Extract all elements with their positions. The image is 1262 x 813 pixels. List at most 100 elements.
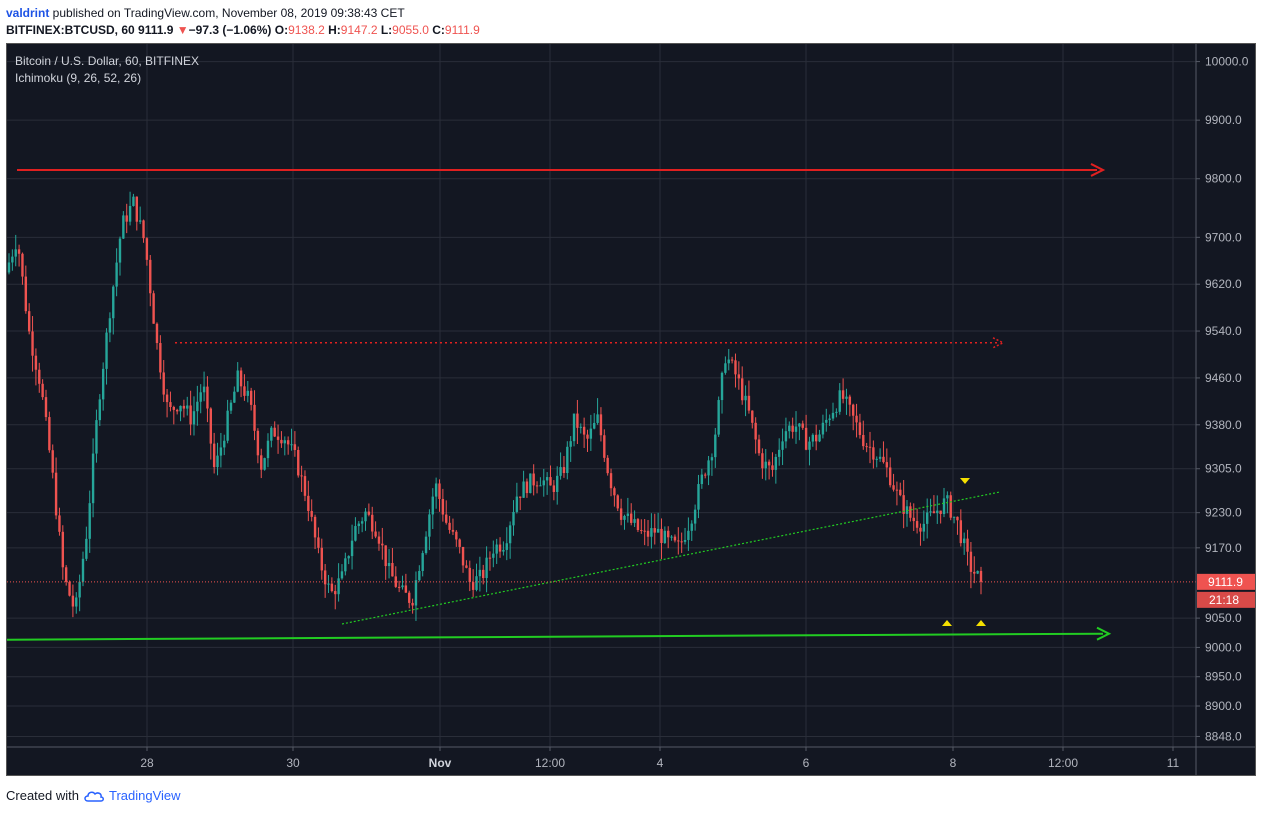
- candle-body: [364, 511, 367, 522]
- candle-body: [586, 434, 589, 439]
- candle-body: [542, 480, 545, 486]
- grid: [7, 44, 1196, 747]
- candle-body: [482, 569, 485, 579]
- candle-body: [192, 411, 196, 425]
- candle-body: [367, 511, 371, 515]
- candle-body: [169, 402, 172, 407]
- y-tick-label: 8900.0: [1205, 699, 1242, 713]
- close-value: 9111.9: [444, 23, 480, 37]
- candle-body: [915, 521, 919, 528]
- candle-body: [609, 473, 613, 489]
- tradingview-brand[interactable]: TradingView: [108, 788, 181, 803]
- candle-body: [667, 530, 670, 538]
- candle-body: [492, 553, 495, 558]
- candle-body: [138, 220, 142, 222]
- candle-body: [925, 512, 929, 524]
- candle-body: [58, 515, 61, 532]
- x-tick-label: 11: [1167, 756, 1180, 770]
- high-value: 9147.2: [340, 23, 378, 37]
- candle-body: [912, 517, 915, 522]
- candle-body: [697, 484, 700, 510]
- candle-body: [714, 434, 717, 458]
- candle-body: [929, 511, 932, 513]
- change-down-icon: ▼: [176, 23, 189, 37]
- candle-body: [778, 449, 781, 457]
- candle-body: [525, 481, 529, 494]
- up-triangle-icon: [942, 620, 952, 626]
- support-arrow-icon: [1096, 626, 1112, 641]
- last-price-tag: [1197, 573, 1255, 590]
- candle-body: [741, 378, 744, 401]
- candle-body: [485, 557, 488, 579]
- candle-body: [798, 423, 801, 427]
- candle-body: [814, 434, 818, 442]
- candle-body: [643, 530, 646, 532]
- candle-body: [872, 447, 875, 460]
- candle-body: [818, 434, 821, 442]
- candle-body: [108, 318, 112, 333]
- candle-body: [841, 390, 845, 399]
- tradingview-cloud-icon: [84, 791, 104, 802]
- last-price-label: 9111.9: [1208, 575, 1243, 589]
- candle-body: [593, 422, 596, 429]
- candle-body: [448, 522, 451, 530]
- candle-body: [377, 536, 381, 544]
- candle-body: [317, 537, 320, 548]
- candle-body: [179, 405, 182, 412]
- candle-body: [784, 431, 788, 442]
- candle-body: [273, 427, 276, 437]
- candle-body: [909, 506, 912, 518]
- y-tick-label: 9800.0: [1205, 172, 1242, 186]
- candle-body: [862, 434, 865, 447]
- y-tick-label: 10000.0: [1205, 55, 1249, 69]
- chart-canvas[interactable]: 10000.0 9900.0 9800.0 9700.0 9620.0 9540.0 946…: [7, 44, 1255, 775]
- time-axis[interactable]: 28 30 Nov 12:00 4 6 8 12:00 11: [140, 747, 1180, 770]
- candle-body: [263, 458, 266, 470]
- publish-text: published on TradingView.com, November 0…: [49, 6, 405, 20]
- candle-body: [236, 370, 239, 392]
- candle-body: [461, 546, 465, 566]
- candle-body: [623, 515, 626, 520]
- candle-body: [270, 427, 273, 441]
- price-axis[interactable]: 10000.0 9900.0 9800.0 9700.0 9620.0 9540.0 946…: [1196, 55, 1255, 744]
- candle-body: [939, 510, 942, 515]
- indicator-legend[interactable]: Ichimoku (9, 26, 52, 26): [15, 71, 141, 85]
- y-tick-label: 9305.0: [1205, 462, 1242, 476]
- x-tick-label: 30: [286, 756, 300, 770]
- candle-body: [878, 456, 882, 459]
- price-chart[interactable]: 10000.0 9900.0 9800.0 9700.0 9620.0 9540.0 946…: [6, 43, 1256, 776]
- candle-body: [81, 558, 85, 582]
- candle-body: [428, 514, 431, 537]
- x-tick-label: 12:00: [535, 756, 565, 770]
- candle-body: [357, 523, 360, 527]
- candle-body: [663, 530, 667, 544]
- candle-body: [128, 205, 132, 222]
- candle-body: [529, 473, 532, 494]
- candle-body: [535, 485, 539, 487]
- author-name[interactable]: valdrint: [6, 6, 50, 20]
- candles: [7, 191, 983, 621]
- candle-body: [888, 467, 892, 486]
- candle-body: [182, 405, 186, 409]
- candle-body: [297, 450, 300, 476]
- candle-body: [519, 496, 522, 498]
- candle-body: [394, 576, 397, 587]
- open-value: 9138.2: [288, 23, 325, 37]
- low-value: 9055.0: [392, 23, 429, 37]
- candle-body: [408, 592, 411, 603]
- candle-body: [455, 531, 458, 540]
- countdown-tag: [1197, 591, 1255, 608]
- candle-body: [223, 440, 226, 448]
- candle-body: [323, 570, 327, 585]
- candle-body: [653, 528, 656, 533]
- candle-body: [226, 410, 229, 441]
- candle-body: [478, 569, 482, 577]
- candle-body: [14, 249, 17, 257]
- candle-body: [360, 521, 364, 524]
- candle-body: [414, 580, 418, 606]
- candle-body: [91, 453, 95, 504]
- candle-body: [243, 386, 246, 396]
- candle-body: [397, 586, 401, 588]
- candle-body: [532, 473, 535, 486]
- candle-body: [599, 414, 603, 436]
